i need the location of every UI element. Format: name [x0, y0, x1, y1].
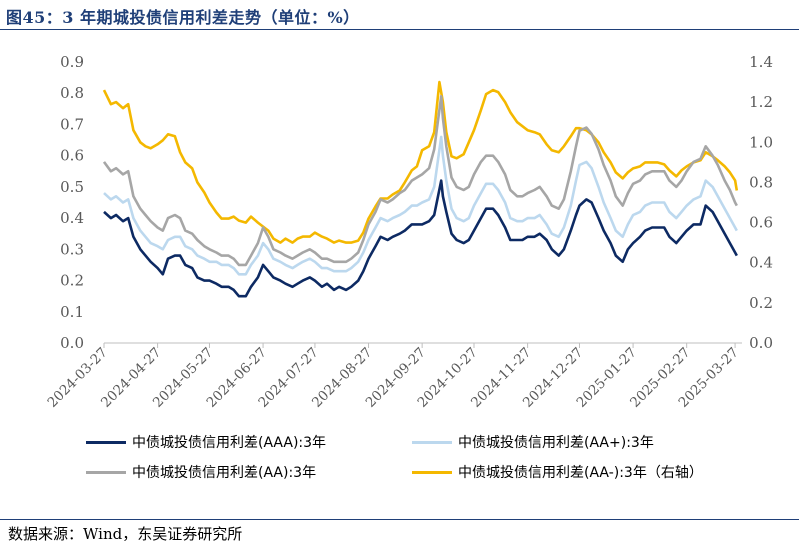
legend-swatch [86, 440, 126, 444]
y-left-tick-label: 0.0 [60, 334, 84, 352]
legend-item-aa-plus: 中债城投债信用利差(AA+):3年 [412, 432, 654, 452]
source-rule [0, 519, 799, 520]
legend-swatch [412, 440, 452, 444]
y-left-tick-label: 0.1 [60, 303, 84, 321]
y-left-tick-label: 0.8 [60, 84, 84, 102]
y-left-tick-label: 0.5 [60, 178, 84, 196]
legend-label: 中债城投债信用利差(AA):3年 [132, 465, 317, 481]
y-left-tick-label: 0.2 [60, 272, 84, 290]
line-chart: 0.0 0.1 0.2 0.3 0.4 0.5 0.6 0.7 0.8 0.9 0.0 0.2 0.4 0… [44, 53, 773, 411]
legend-label: 中债城投债信用利差(AA+):3年 [458, 435, 654, 451]
y-left-tick-label: 0.4 [60, 209, 84, 227]
series-line-aa [102, 95, 738, 267]
y-left-tick-label: 0.7 [60, 115, 84, 133]
y-right-tick-label: 0.6 [749, 214, 773, 232]
y-right-tick-label: 0.2 [749, 294, 773, 312]
chart-lines [102, 80, 739, 298]
series-line-aa-plus [103, 135, 738, 276]
y-right-tick-label: 1.2 [749, 93, 773, 111]
y-right-tick-label: 0.4 [749, 254, 773, 272]
title-rule [0, 29, 799, 30]
y-left-tick-label: 0.9 [60, 53, 84, 71]
y-left-tick-label: 0.6 [60, 147, 84, 165]
y-right-tick-label: 1.4 [749, 53, 773, 71]
series-line-aaa [103, 179, 738, 298]
legend-swatch [86, 470, 126, 474]
series-line-aa-minus [102, 80, 739, 244]
legend-item-aaa: 中债城投债信用利差(AAA):3年 [86, 432, 326, 452]
legend-item-aa-minus: 中债城投债信用利差(AA-):3年（右轴） [412, 462, 703, 482]
chart-title: 图45：3 年期城投债信用利差走势（单位：%） [6, 8, 360, 27]
chart-axes: 0.0 0.1 0.2 0.3 0.4 0.5 0.6 0.7 0.8 0.9 0.0 0.2 0.4 0… [44, 53, 773, 411]
y-left-tick-label: 0.3 [60, 240, 84, 258]
legend-label: 中债城投债信用利差(AAA):3年 [132, 435, 327, 451]
legend-item-aa: 中债城投债信用利差(AA):3年 [86, 462, 316, 482]
data-source: 数据来源：Wind，东吴证券研究所 [8, 525, 243, 543]
legend-label: 中债城投债信用利差(AA-):3年（右轴） [458, 465, 703, 481]
y-right-tick-label: 1.0 [749, 133, 773, 151]
y-right-tick-label: 0.8 [749, 173, 773, 191]
legend-swatch [412, 470, 452, 474]
y-right-tick-label: 0.0 [749, 334, 773, 352]
